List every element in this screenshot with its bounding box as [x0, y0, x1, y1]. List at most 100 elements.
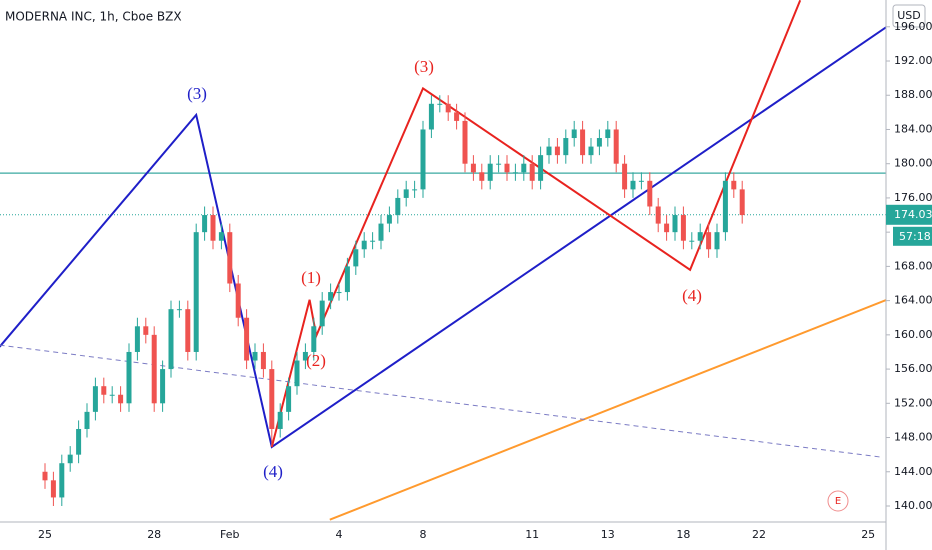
candle-body	[386, 215, 392, 224]
y-tick-label: 168.00	[894, 259, 932, 272]
wave-label: (2)	[306, 351, 326, 370]
y-tick-label: 184.00	[894, 122, 932, 135]
trend-drawing	[0, 344, 882, 458]
earnings-marker[interactable]	[827, 490, 849, 512]
candle-body	[319, 300, 325, 327]
candle-body	[160, 369, 166, 404]
x-tick-label: 22	[752, 528, 766, 541]
candle-body	[269, 369, 275, 429]
currency: USD	[897, 9, 921, 22]
candle-body	[193, 232, 199, 352]
candle-body	[260, 351, 266, 370]
candle-body	[277, 411, 283, 429]
candle-body	[67, 454, 73, 464]
candle-body	[344, 266, 350, 293]
y-tick-label: 192.00	[894, 54, 932, 67]
candle-body	[286, 386, 292, 412]
last-price-box	[886, 204, 932, 225]
candle-body	[218, 232, 224, 241]
x-tick-label: 25	[38, 528, 52, 541]
candle-body	[168, 309, 174, 370]
drawings	[0, 0, 886, 521]
candle-body	[563, 138, 569, 156]
candle-body	[378, 223, 384, 241]
earnings-label: E	[835, 496, 841, 507]
candle-body	[328, 292, 334, 301]
trend-drawing	[329, 299, 886, 521]
y-tick-label: 152.00	[894, 396, 932, 409]
candle-body	[143, 326, 149, 335]
candle-body	[504, 163, 510, 173]
x-tick-label: 11	[525, 528, 539, 541]
wave-label: (3)	[187, 84, 207, 103]
candle-body	[605, 129, 611, 139]
candle-body	[664, 223, 670, 233]
candle-body	[311, 326, 317, 352]
candle-body	[294, 360, 300, 387]
currency-box[interactable]	[892, 4, 926, 28]
candle-body	[84, 411, 90, 429]
x-tick-label: 28	[147, 528, 161, 541]
candle-body	[420, 129, 426, 190]
candle-body	[630, 180, 636, 190]
candle-body	[151, 334, 157, 404]
wave-label: (4)	[682, 286, 702, 305]
candle-body	[353, 249, 359, 267]
candle-body	[731, 180, 737, 190]
countdown-box	[893, 226, 932, 246]
x-tick-label: Feb	[220, 528, 239, 541]
candle-body	[361, 240, 367, 250]
candle-body	[613, 129, 619, 164]
candle-body	[529, 163, 535, 181]
candle-body	[714, 232, 720, 250]
candle-body	[596, 138, 602, 147]
candle-body	[580, 129, 586, 156]
y-tick-label: 180.00	[894, 157, 932, 170]
trend-drawing	[270, 0, 802, 448]
candle-body	[42, 471, 48, 481]
candle-body	[487, 163, 493, 181]
last-price-label: 174.03	[894, 208, 932, 221]
candle-body	[252, 351, 258, 361]
candle-body	[588, 146, 594, 156]
y-tick-label: 196.00	[894, 20, 932, 33]
candle-body	[739, 189, 745, 216]
candle-body	[412, 189, 418, 191]
candle-body	[210, 215, 216, 241]
candle-body	[126, 351, 132, 404]
wave-label: (1)	[301, 268, 321, 287]
candle-body	[235, 283, 241, 318]
y-tick-label: 160.00	[894, 328, 932, 341]
candle-body	[403, 189, 409, 198]
candle-body	[134, 326, 140, 352]
candle-body	[76, 428, 82, 455]
candle-body	[622, 163, 628, 190]
y-tick-label: 188.00	[894, 88, 932, 101]
candle-body	[109, 394, 115, 396]
x-tick-label: 8	[420, 528, 427, 541]
candle-body	[538, 155, 544, 181]
candle-body	[395, 197, 401, 216]
y-tick-label: 144.00	[894, 465, 932, 478]
candle-body	[176, 309, 182, 311]
y-tick-label: 148.00	[894, 431, 932, 444]
candle-body	[244, 317, 250, 361]
wave-label: (3)	[414, 57, 434, 76]
candle-body	[554, 146, 560, 156]
y-tick-label: 140.00	[894, 499, 932, 512]
candle-body	[428, 103, 434, 130]
x-tick-label: 25	[861, 528, 875, 541]
y-tick-label: 156.00	[894, 362, 932, 375]
candle-body	[59, 463, 65, 498]
candle-body	[546, 146, 552, 156]
candle-body	[118, 394, 124, 404]
candle-body	[336, 292, 342, 294]
candle-body	[50, 480, 56, 498]
candle-body	[521, 163, 527, 173]
candle-body	[680, 215, 686, 241]
candle-body	[697, 232, 703, 241]
candle-body	[479, 172, 485, 181]
y-tick-label: 176.00	[894, 191, 932, 204]
candle-body	[647, 180, 653, 207]
